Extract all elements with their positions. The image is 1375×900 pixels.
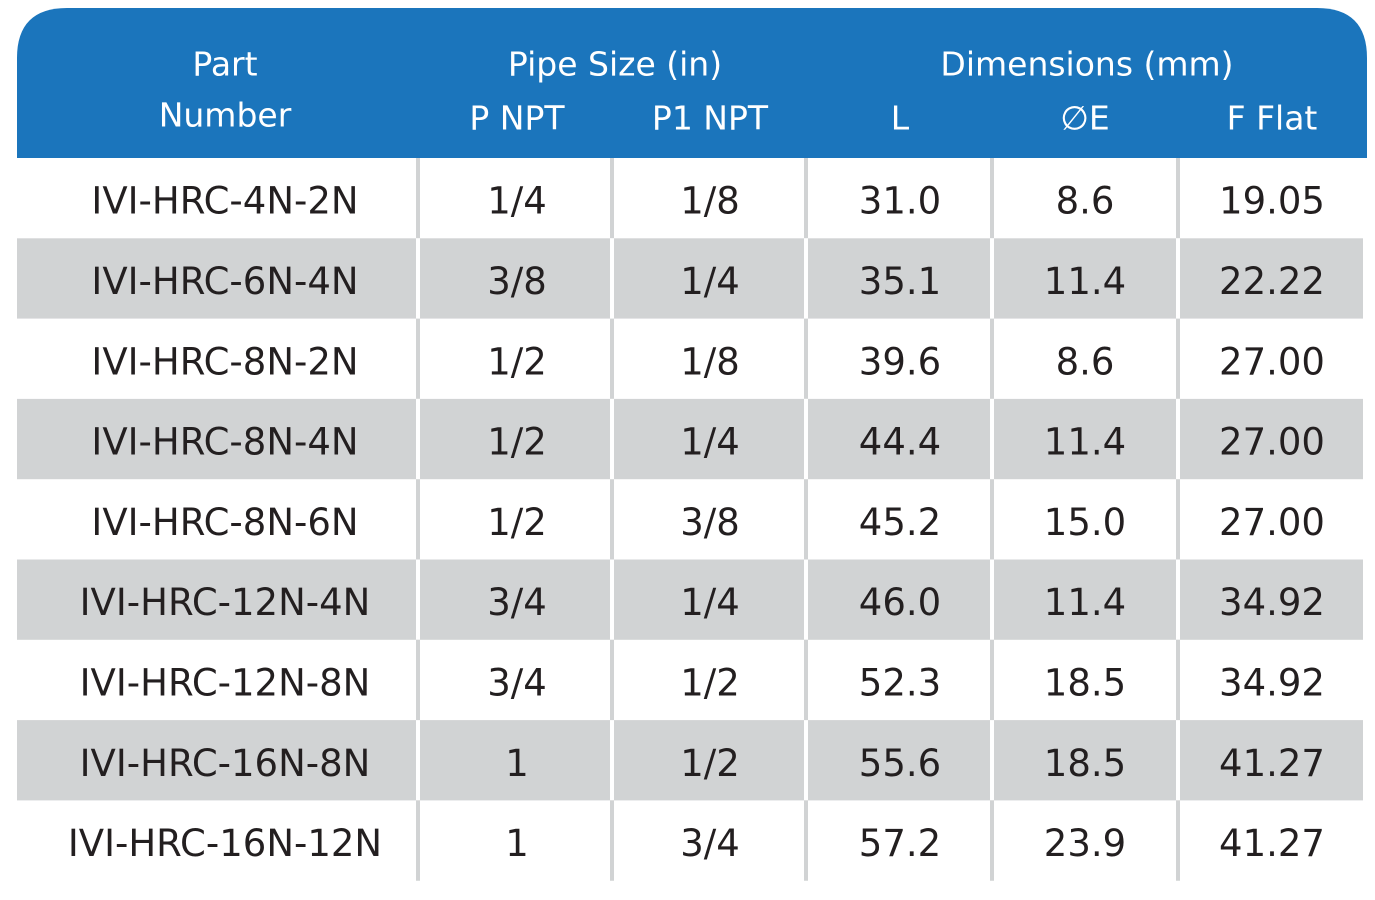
cell: 39.6 bbox=[859, 340, 941, 383]
column-header: L bbox=[891, 99, 910, 138]
cell: 3/4 bbox=[680, 822, 740, 865]
cell: 1/2 bbox=[487, 421, 547, 464]
cell: 18.5 bbox=[1044, 742, 1126, 785]
row-band bbox=[17, 559, 1363, 640]
cell: 18.5 bbox=[1044, 661, 1126, 704]
cell: IVI-HRC-8N-6N bbox=[91, 501, 358, 544]
column-header: P1 NPT bbox=[652, 99, 769, 138]
column-header: ∅E bbox=[1060, 99, 1110, 138]
cell: 3/8 bbox=[487, 260, 547, 303]
cell: 31.0 bbox=[859, 180, 941, 223]
header-number: Number bbox=[159, 96, 292, 135]
cell: 1/8 bbox=[680, 340, 740, 383]
row-band bbox=[17, 238, 1363, 319]
cell: 34.92 bbox=[1219, 661, 1325, 704]
cell: 11.4 bbox=[1044, 581, 1126, 624]
cell: 3/8 bbox=[680, 501, 740, 544]
cell: 19.05 bbox=[1219, 180, 1325, 223]
row-band bbox=[17, 720, 1363, 801]
cell: 27.00 bbox=[1219, 340, 1325, 383]
cell: 22.22 bbox=[1219, 260, 1325, 303]
cell: 8.6 bbox=[1056, 180, 1115, 223]
cell: 1/4 bbox=[680, 260, 740, 303]
cell: 3/4 bbox=[487, 661, 547, 704]
cell: 1 bbox=[505, 742, 529, 785]
cell: 1/2 bbox=[680, 661, 740, 704]
cell: IVI-HRC-6N-4N bbox=[91, 260, 358, 303]
cell: 1/4 bbox=[680, 581, 740, 624]
cell: 1 bbox=[505, 822, 529, 865]
cell: IVI-HRC-8N-2N bbox=[91, 340, 358, 383]
header-pipe-size: Pipe Size (in) bbox=[508, 45, 722, 84]
cell: 15.0 bbox=[1044, 501, 1126, 544]
cell: 41.27 bbox=[1219, 822, 1325, 865]
cell: 1/2 bbox=[487, 340, 547, 383]
cell: 1/8 bbox=[680, 180, 740, 223]
cell: 11.4 bbox=[1044, 260, 1126, 303]
cell: 41.27 bbox=[1219, 742, 1325, 785]
cell: 55.6 bbox=[859, 742, 941, 785]
cell: 45.2 bbox=[859, 501, 941, 544]
cell: 35.1 bbox=[859, 260, 941, 303]
cell: 27.00 bbox=[1219, 421, 1325, 464]
header-dimensions: Dimensions (mm) bbox=[940, 45, 1233, 84]
cell: 1/4 bbox=[487, 180, 547, 223]
cell: 34.92 bbox=[1219, 581, 1325, 624]
cell: 23.9 bbox=[1044, 822, 1126, 865]
cell: IVI-HRC-16N-8N bbox=[80, 742, 371, 785]
header-band bbox=[17, 8, 1367, 158]
cell: IVI-HRC-12N-8N bbox=[80, 661, 371, 704]
cell: 3/4 bbox=[487, 581, 547, 624]
cell: IVI-HRC-8N-4N bbox=[91, 421, 358, 464]
cell: 44.4 bbox=[859, 421, 941, 464]
cell: 1/2 bbox=[487, 501, 547, 544]
cell: 52.3 bbox=[859, 661, 941, 704]
cell: 11.4 bbox=[1044, 421, 1126, 464]
cell: IVI-HRC-12N-4N bbox=[80, 581, 371, 624]
row-band bbox=[17, 398, 1363, 480]
cell: 57.2 bbox=[859, 822, 941, 865]
column-header: P NPT bbox=[469, 99, 565, 138]
header-part: Part bbox=[192, 45, 257, 84]
cell: 8.6 bbox=[1056, 340, 1115, 383]
cell: 46.0 bbox=[859, 581, 941, 624]
cell: 1/4 bbox=[680, 421, 740, 464]
cell: IVI-HRC-4N-2N bbox=[91, 180, 358, 223]
column-header: F Flat bbox=[1227, 99, 1318, 138]
cell: IVI-HRC-16N-12N bbox=[68, 822, 382, 865]
cell: 27.00 bbox=[1219, 501, 1325, 544]
cell: 1/2 bbox=[680, 742, 740, 785]
